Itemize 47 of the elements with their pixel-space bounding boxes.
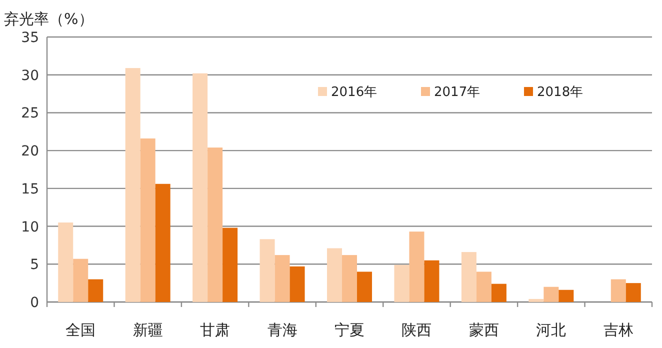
bar (140, 138, 156, 302)
bar (491, 284, 506, 302)
x-tick-label: 宁夏 (334, 321, 364, 339)
bar (125, 68, 140, 302)
x-tick-label: 吉林 (603, 321, 634, 339)
y-axis-title: 弃光率（%） (4, 10, 94, 28)
bar (610, 279, 626, 302)
bar (626, 283, 641, 302)
y-tick-label: 0 (30, 295, 39, 311)
legend-label: 2016年 (331, 85, 378, 100)
bar (155, 184, 170, 302)
x-tick-label: 全国 (66, 321, 96, 339)
bar (558, 290, 574, 302)
y-tick-label: 35 (21, 30, 39, 46)
x-tick-label: 河北 (536, 321, 566, 339)
bar (327, 248, 342, 302)
bar (290, 266, 305, 302)
x-tick-label: 陕西 (402, 321, 432, 339)
bar (544, 286, 559, 302)
bar (461, 252, 476, 302)
bar (73, 258, 88, 302)
bar (58, 222, 74, 302)
x-tick-label: 青海 (267, 321, 298, 339)
bar (222, 228, 238, 302)
legend-label: 2017年 (434, 85, 480, 100)
bar (342, 255, 357, 302)
bar (476, 272, 492, 302)
y-tick-label: 30 (21, 68, 39, 84)
y-tick-label: 15 (21, 181, 39, 198)
bar (357, 272, 372, 302)
bar (88, 279, 104, 302)
x-tick-label: 蒙西 (468, 321, 499, 339)
x-tick-label: 甘肃 (200, 321, 230, 339)
bar (260, 239, 275, 302)
bar (274, 255, 290, 302)
y-tick-label: 25 (21, 106, 39, 122)
bar (409, 232, 424, 302)
legend-label: 2018年 (537, 85, 584, 100)
y-tick-label: 10 (21, 219, 39, 236)
bar (208, 148, 223, 302)
bar (192, 73, 208, 302)
y-tick-label: 20 (21, 144, 39, 160)
bar (528, 298, 544, 302)
x-tick-label: 新疆 (132, 321, 163, 339)
bar (394, 264, 410, 302)
bar (424, 260, 440, 302)
y-tick-label: 5 (30, 257, 39, 274)
